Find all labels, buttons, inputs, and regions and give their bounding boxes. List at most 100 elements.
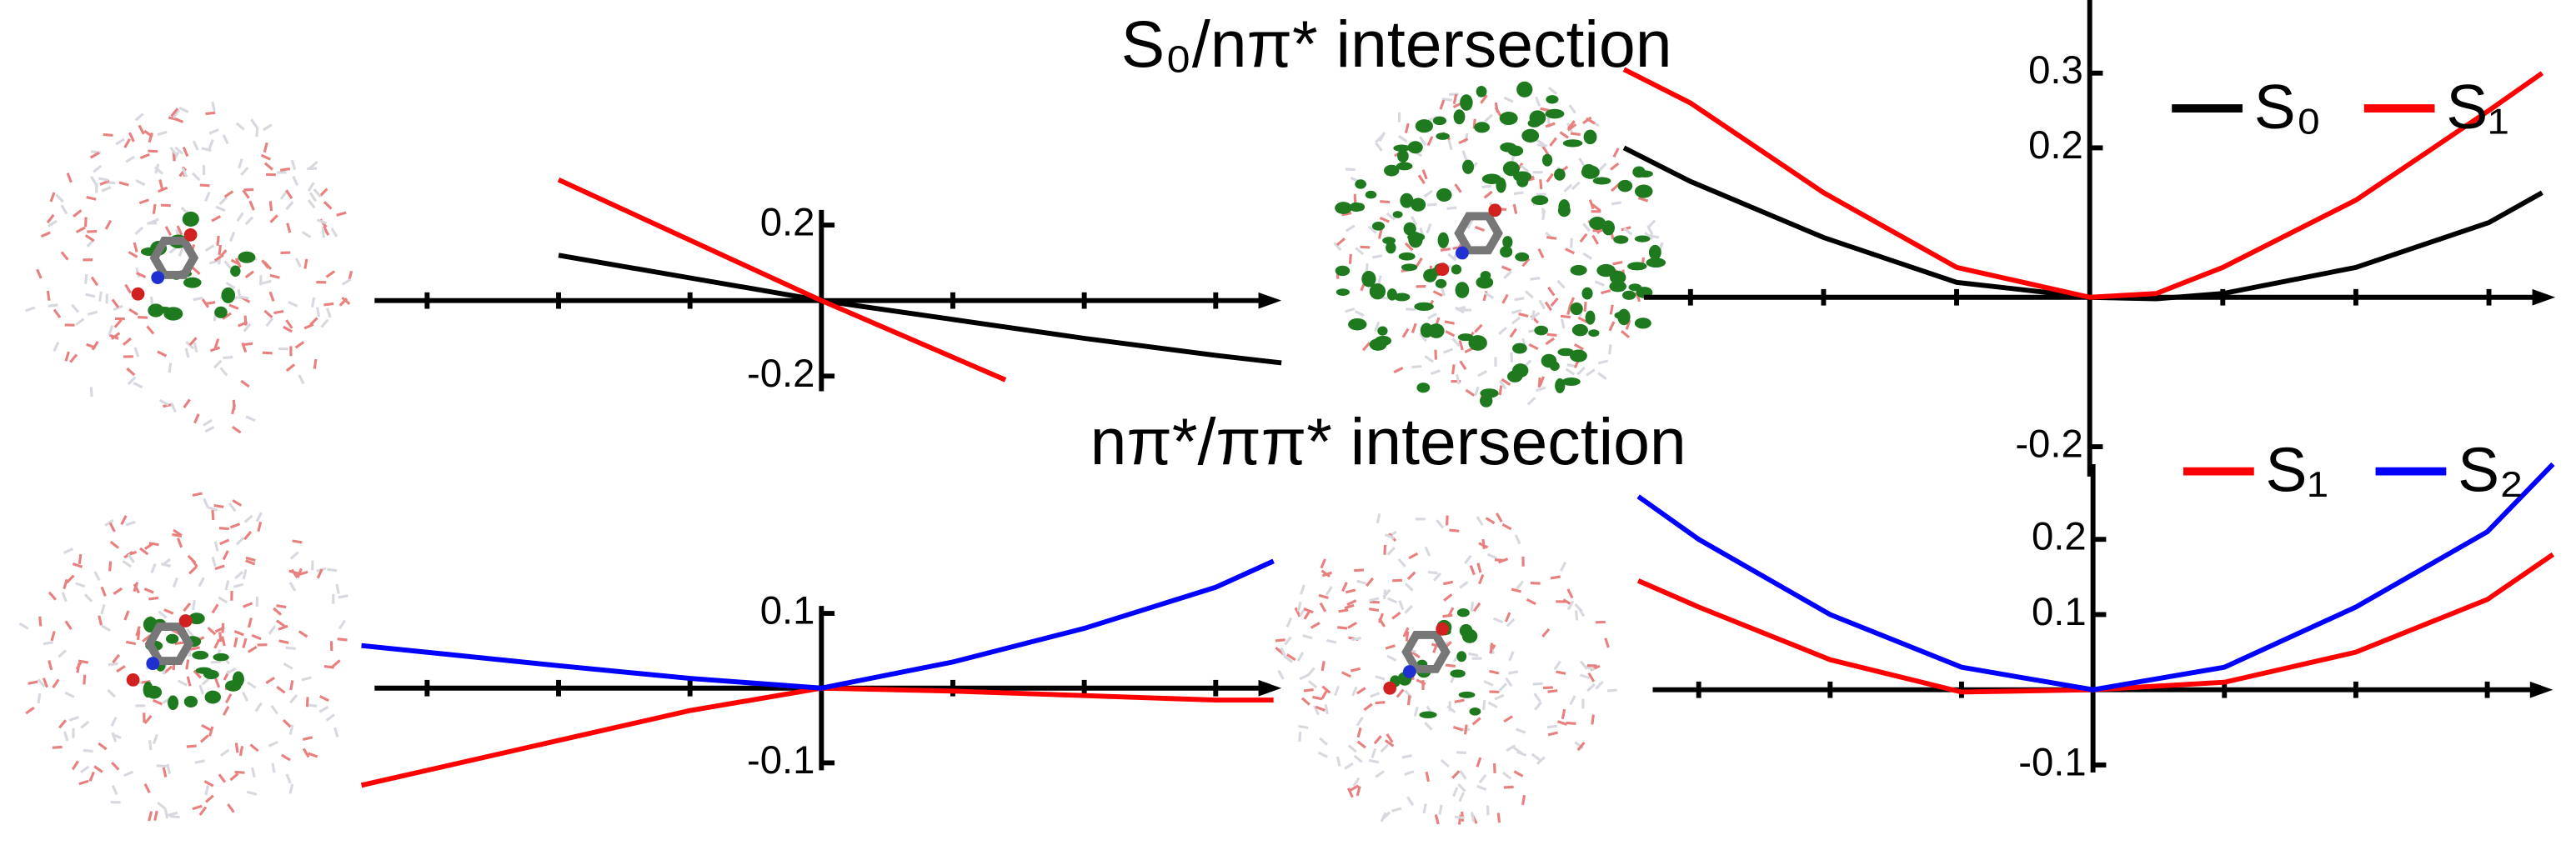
water [190, 558, 198, 568]
water [213, 338, 220, 349]
water [153, 810, 158, 821]
water [245, 415, 256, 422]
water [1344, 603, 1355, 610]
water [116, 665, 126, 673]
density [1423, 268, 1437, 282]
density [221, 287, 236, 303]
water [192, 172, 201, 182]
density [1474, 122, 1491, 133]
water [218, 527, 229, 531]
series-line [1622, 67, 2544, 300]
water [71, 760, 79, 771]
water [1514, 297, 1525, 302]
water [43, 641, 53, 646]
water [1423, 189, 1433, 198]
y-tick-label: 0.2 [2028, 123, 2083, 168]
water [1565, 248, 1576, 255]
water [98, 615, 103, 626]
water [143, 542, 154, 551]
water [1310, 622, 1321, 629]
density [1392, 211, 1403, 218]
water [292, 175, 299, 186]
series-line [1622, 145, 2543, 302]
density [1437, 232, 1449, 249]
water [1498, 385, 1503, 396]
density [1397, 149, 1409, 162]
water [207, 506, 218, 512]
water [136, 272, 147, 278]
water [1426, 136, 1434, 147]
water [84, 217, 88, 228]
water [220, 636, 226, 647]
legend-label: S₀ [2254, 72, 2322, 142]
water [1308, 680, 1318, 689]
density [1369, 338, 1387, 351]
density [1419, 711, 1437, 719]
water [204, 785, 210, 796]
water [1368, 758, 1380, 764]
water [225, 281, 236, 290]
atom [1436, 622, 1450, 636]
water [1577, 316, 1588, 324]
water [1321, 661, 1326, 672]
water [213, 638, 221, 649]
water [150, 563, 157, 574]
ring [1401, 630, 1451, 673]
water [1485, 517, 1496, 525]
molecule-images [18, 81, 1666, 825]
water [1470, 812, 1476, 822]
water [1547, 689, 1558, 693]
water [1371, 748, 1377, 759]
density [1407, 141, 1423, 154]
water [1368, 608, 1380, 612]
water [224, 580, 230, 591]
water [60, 251, 69, 261]
water [278, 639, 289, 644]
water [1458, 340, 1464, 351]
water [1568, 297, 1576, 308]
water [163, 665, 173, 674]
water [1461, 150, 1468, 161]
density [1621, 290, 1636, 300]
water [148, 740, 153, 751]
water [313, 188, 322, 198]
water [1321, 685, 1331, 694]
water [125, 520, 136, 527]
water [134, 112, 144, 122]
water [204, 244, 215, 252]
water [1303, 610, 1311, 620]
water [1454, 698, 1465, 703]
water [1493, 617, 1504, 624]
water [1404, 770, 1415, 776]
density [1436, 132, 1450, 140]
water [1582, 252, 1593, 260]
water [139, 547, 149, 556]
density [1401, 263, 1418, 272]
water [279, 190, 288, 200]
water [1356, 716, 1364, 727]
density [1496, 177, 1506, 193]
water [201, 298, 210, 308]
water [176, 225, 183, 236]
water [36, 268, 43, 279]
water [89, 151, 100, 159]
water [285, 363, 296, 372]
water [250, 767, 256, 778]
water [1299, 673, 1310, 681]
water [185, 341, 195, 350]
water [1352, 777, 1361, 788]
atom [1436, 262, 1450, 277]
water [1560, 561, 1567, 572]
water [1546, 332, 1557, 338]
water [1459, 770, 1467, 780]
water [1432, 290, 1443, 298]
x-axis-arrow [1258, 292, 1282, 309]
density [1451, 264, 1462, 275]
water [333, 727, 339, 738]
water [148, 218, 159, 225]
water [338, 619, 347, 630]
water [307, 167, 318, 171]
water [288, 300, 298, 308]
density [1403, 222, 1416, 236]
water [1541, 145, 1550, 156]
